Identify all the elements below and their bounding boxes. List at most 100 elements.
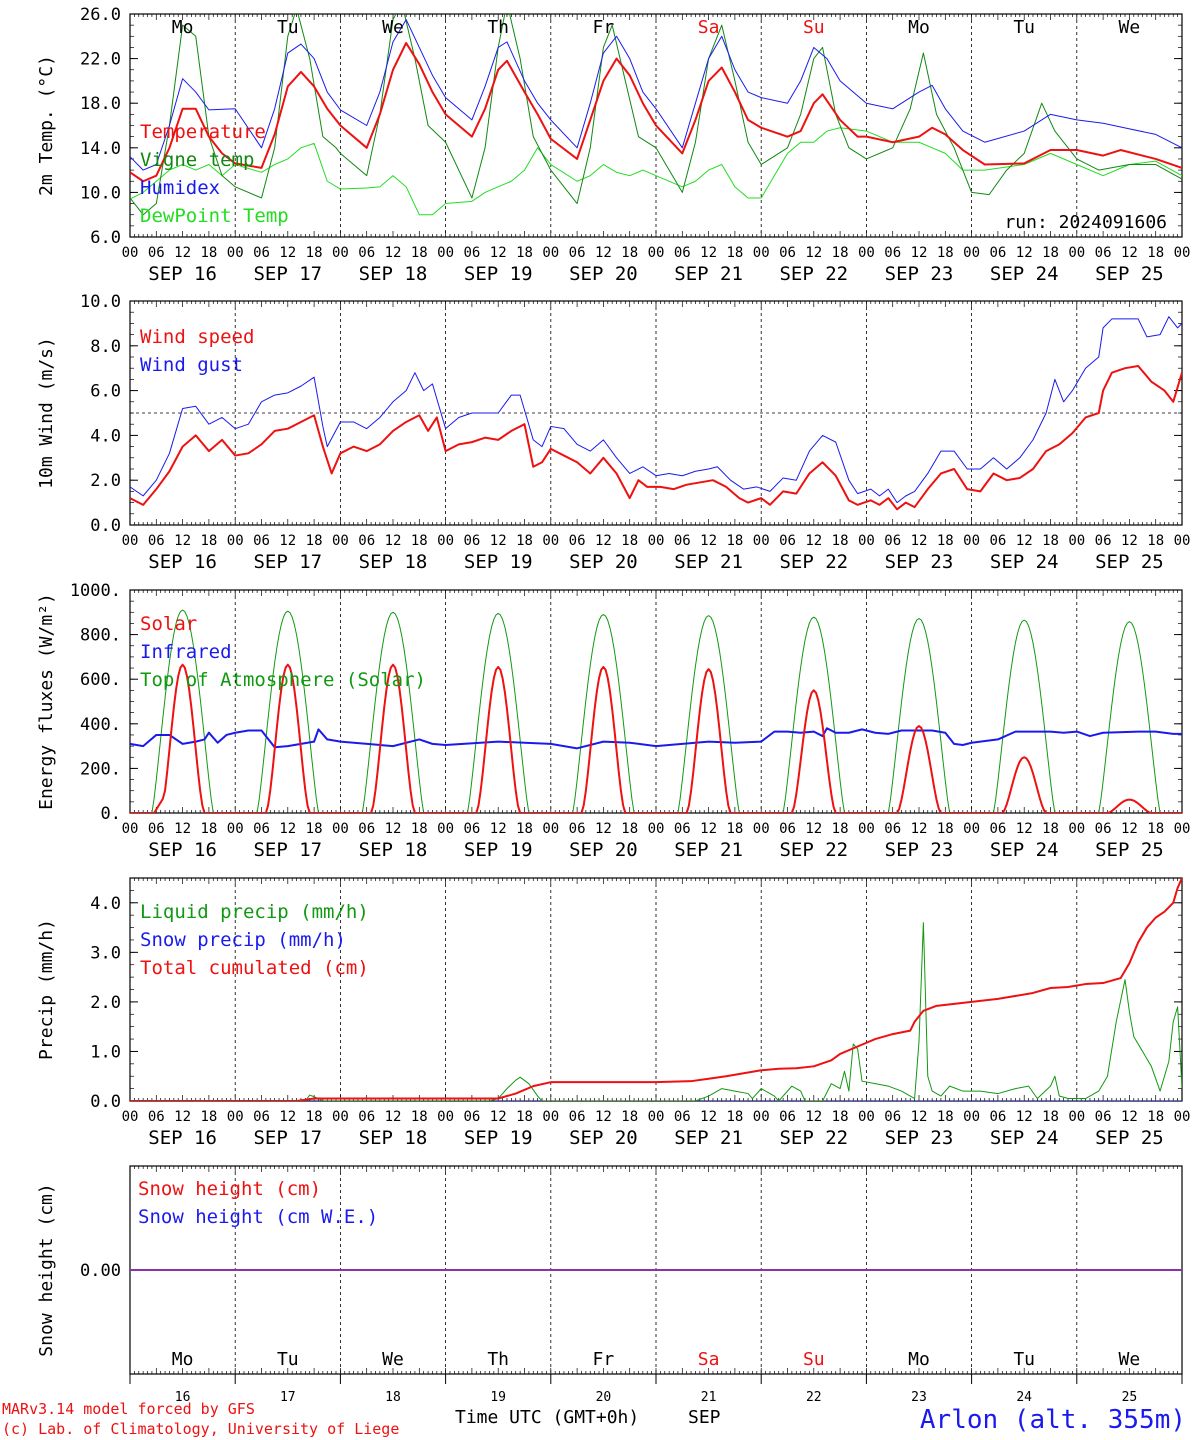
date-label: SEP 18 — [359, 1127, 428, 1149]
hour-tick-label: 18 — [726, 1109, 743, 1125]
series-wind-1 — [130, 316, 1182, 504]
day-name-bottom: Mo — [908, 1349, 930, 1370]
hour-tick-label: 00 — [122, 1109, 139, 1125]
date-label: SEP 16 — [148, 263, 217, 285]
y-tick-label: 14.0 — [80, 139, 121, 159]
date-label: SEP 20 — [569, 839, 638, 861]
hour-tick-label: 12 — [385, 1109, 402, 1125]
day-name-top: Sa — [698, 17, 720, 38]
x-axis-title: Time UTC (GMT+0h) — [455, 1407, 639, 1428]
hour-tick-label: 06 — [779, 245, 796, 261]
date-label: SEP 22 — [779, 1127, 848, 1149]
hour-tick-label: 18 — [306, 245, 323, 261]
hour-tick-label: 12 — [174, 1109, 191, 1125]
legend-precip-1: Snow precip (mm/h) — [140, 929, 346, 951]
footer-model-credit: MARv3.14 model forced by GFS — [2, 1400, 255, 1418]
legend-wind-1: Wind gust — [140, 354, 243, 376]
hour-tick-label: 00 — [332, 245, 349, 261]
day-number: 19 — [490, 1390, 506, 1405]
date-label: SEP 22 — [779, 551, 848, 573]
hour-tick-label: 00 — [437, 1109, 454, 1125]
hour-tick-label: 18 — [937, 533, 954, 549]
day-name-bottom: Th — [487, 1349, 509, 1370]
day-name-bottom: Sa — [698, 1349, 720, 1370]
hour-tick-label: 06 — [253, 821, 270, 837]
panel-precip: 0.0 1.0 2.0 3.0 4.0 Precip (mm/h) Liquid preci… — [36, 877, 1190, 1149]
hour-tick-label: 12 — [911, 821, 928, 837]
date-label: SEP 17 — [253, 839, 322, 861]
hour-tick-label: 12 — [1121, 245, 1138, 261]
hour-tick-label: 00 — [648, 245, 665, 261]
hour-tick-label: 18 — [411, 533, 428, 549]
hour-tick-label: 12 — [1016, 1109, 1033, 1125]
hour-tick-label: 06 — [148, 245, 165, 261]
day-name-bottom: Fr — [593, 1349, 615, 1370]
hour-tick-label: 18 — [1147, 821, 1164, 837]
hour-tick-label: 06 — [253, 1109, 270, 1125]
y-tick-label: 200. — [80, 759, 121, 779]
y-tick-label: 3.0 — [90, 943, 121, 963]
hour-tick-label: 18 — [200, 821, 217, 837]
legend-snow-1: Snow height (cm W.E.) — [138, 1206, 378, 1228]
hour-tick-label: 00 — [753, 1109, 770, 1125]
hour-tick-label: 06 — [569, 533, 586, 549]
hour-tick-label: 00 — [122, 533, 139, 549]
panel-temp: 6.0 10.0 14.0 18.0 22.0 26.0 2m Temp. (°C) Temp… — [36, 5, 1191, 285]
hour-tick-label: 18 — [306, 533, 323, 549]
hour-tick-label: 00 — [963, 245, 980, 261]
day-number: 25 — [1122, 1390, 1138, 1405]
y-tick-label: 4.0 — [90, 426, 121, 446]
hour-tick-label: 12 — [700, 245, 717, 261]
day-name-top: We — [382, 17, 404, 38]
hour-tick-label: 12 — [595, 245, 612, 261]
date-label: SEP 16 — [148, 1127, 217, 1149]
hour-tick-label: 00 — [858, 245, 875, 261]
day-name-top: Tu — [277, 17, 299, 38]
hour-tick-label: 00 — [332, 1109, 349, 1125]
hour-tick-label: 18 — [832, 821, 849, 837]
hour-tick-label: 00 — [648, 1109, 665, 1125]
date-label: SEP 17 — [253, 263, 322, 285]
hour-tick-label: 06 — [253, 245, 270, 261]
hour-tick-label: 00 — [332, 821, 349, 837]
hour-tick-label: 06 — [358, 1109, 375, 1125]
hour-tick-label: 18 — [1042, 245, 1059, 261]
date-label: SEP 24 — [990, 263, 1059, 285]
hour-tick-label: 00 — [648, 533, 665, 549]
hour-tick-label: 00 — [753, 821, 770, 837]
y-axis-label: Energy fluxes (W/m²) — [36, 593, 57, 810]
hour-tick-label: 00 — [858, 821, 875, 837]
date-label: SEP 18 — [359, 263, 428, 285]
date-label: SEP 22 — [779, 839, 848, 861]
day-number: 22 — [806, 1390, 822, 1405]
series-temp-1 — [130, 14, 1182, 216]
hour-tick-label: 18 — [1042, 533, 1059, 549]
hour-tick-label: 12 — [174, 245, 191, 261]
hour-tick-label: 00 — [1174, 245, 1191, 261]
series-precip-0 — [130, 922, 1182, 1101]
y-tick-label: 6.0 — [90, 228, 121, 248]
hour-tick-label: 12 — [279, 821, 296, 837]
hour-tick-label: 18 — [200, 533, 217, 549]
hour-tick-label: 06 — [989, 1109, 1006, 1125]
hour-tick-label: 18 — [1147, 245, 1164, 261]
hour-tick-label: 00 — [753, 245, 770, 261]
hour-tick-label: 00 — [753, 533, 770, 549]
y-tick-label: 8.0 — [90, 337, 121, 357]
series-wind-0 — [130, 364, 1182, 511]
date-label: SEP 24 — [990, 1127, 1059, 1149]
hour-tick-label: 00 — [227, 1109, 244, 1125]
date-label: SEP 16 — [148, 839, 217, 861]
hour-tick-label: 18 — [1042, 821, 1059, 837]
run-label: run: 2024091606 — [1004, 212, 1167, 233]
date-label: SEP 19 — [464, 263, 533, 285]
date-label: SEP 25 — [1095, 551, 1164, 573]
y-tick-label: 600. — [80, 670, 121, 690]
hour-tick-label: 18 — [1147, 1109, 1164, 1125]
date-label: SEP 23 — [885, 1127, 954, 1149]
y-tick-label: 0.00 — [80, 1261, 121, 1281]
hour-tick-label: 06 — [884, 1109, 901, 1125]
series-temp-2 — [130, 19, 1182, 171]
day-name-bottom: We — [1119, 1349, 1141, 1370]
